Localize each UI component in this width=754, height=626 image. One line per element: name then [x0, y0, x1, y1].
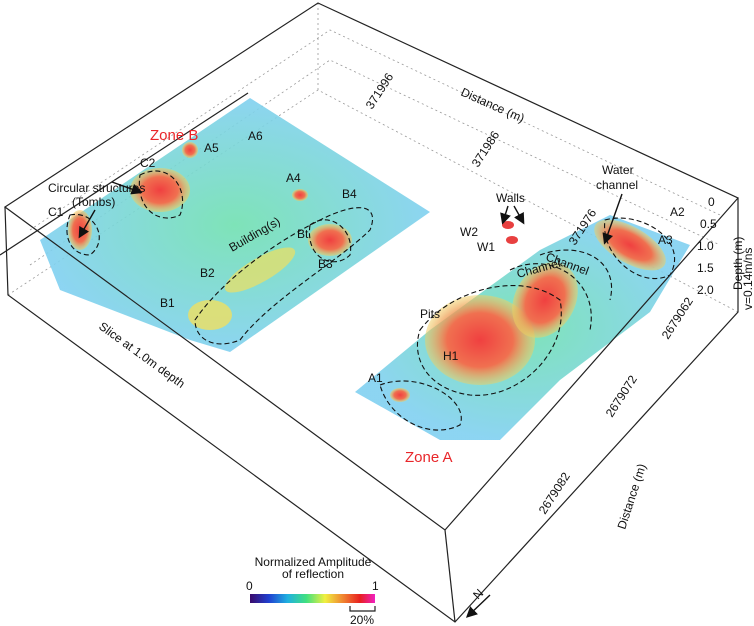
annotation: W2: [460, 225, 478, 239]
depth-tick-label: 0.5: [700, 217, 717, 231]
depth-tick-label: 2.0: [697, 283, 714, 297]
annotation: channel: [596, 178, 638, 192]
depth-tick-label: 1.5: [697, 261, 714, 275]
zone-label: Zone B: [150, 127, 198, 144]
right-tick-label: 2679082: [536, 470, 573, 517]
slice-zone-b: [40, 98, 430, 352]
annotation: W1: [477, 240, 495, 254]
annotation: C1: [48, 205, 64, 219]
legend-title: Normalized Amplitude: [255, 555, 372, 569]
top-axis-title: Distance (m): [459, 85, 527, 125]
depth-tick-label: 0: [708, 195, 715, 209]
right-tick-label: 2679062: [659, 295, 696, 342]
annotation: C2: [140, 156, 156, 170]
slice-zone-a: [355, 215, 690, 440]
annotation: B3: [318, 257, 333, 271]
top-tick-label: 371986: [469, 128, 503, 169]
annotation: B1: [160, 296, 175, 310]
annotation: Bt: [297, 227, 309, 241]
annotation: A5: [204, 141, 219, 155]
north-arrow: N: [465, 586, 491, 618]
legend-scale: 20%: [350, 613, 374, 626]
annotation: Pits: [420, 307, 440, 321]
north-label: N: [470, 586, 486, 602]
box-edges: [0, 2, 739, 623]
right-tick-label: 2679072: [603, 373, 640, 420]
depth-axis-title: Depth (m): [731, 237, 745, 290]
colorbar: [250, 594, 375, 603]
annotation: B4: [342, 187, 357, 201]
annotation: A6: [248, 129, 263, 143]
top-tick-label: 371996: [363, 70, 397, 111]
annotation: B2: [200, 266, 215, 280]
annotation: A3: [658, 233, 673, 247]
legend: Normalized Amplitude of reflection 0 1 2…: [246, 555, 379, 626]
zone-label: Zone A: [405, 449, 453, 466]
annotation: Water: [602, 163, 634, 177]
annotation: H1: [443, 349, 459, 363]
right-axis-title: Distance (m): [615, 462, 649, 531]
depth-tick-label: 1.0: [697, 239, 714, 253]
legend-max: 1: [372, 579, 379, 593]
annotation: (Tombs): [72, 195, 115, 209]
annotation: Walls: [496, 191, 525, 205]
legend-title: of reflection: [282, 567, 344, 581]
legend-min: 0: [246, 579, 253, 593]
annotation: A4: [286, 171, 301, 185]
annotation: A1: [368, 371, 383, 385]
annotation: A2: [670, 205, 685, 219]
velocity-label: v=0.14m/ns: [741, 248, 754, 310]
